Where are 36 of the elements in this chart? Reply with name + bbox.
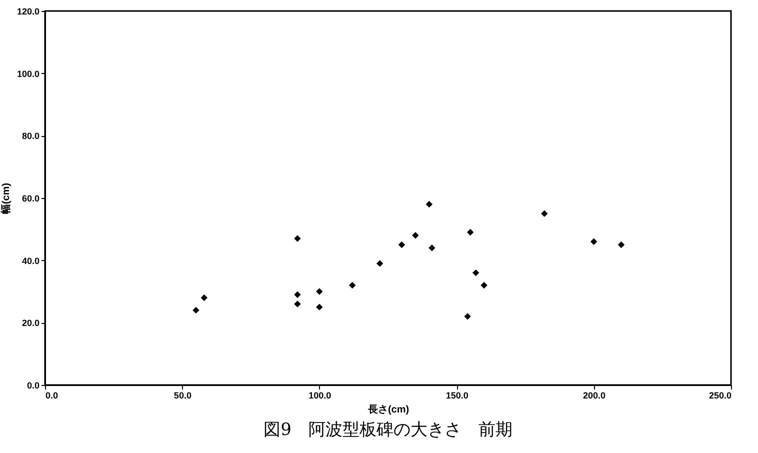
y-tick-label: 80.0	[22, 131, 40, 142]
x-axis-title: 長さ(cm)	[366, 404, 410, 416]
x-tick-label: 150.0	[446, 390, 468, 400]
y-tick-label: 0.0	[26, 380, 40, 390]
point	[398, 241, 406, 248]
point	[480, 282, 488, 289]
x-tick-label: 100.0	[308, 390, 332, 400]
x-tick-label: 200.0	[583, 390, 606, 400]
y-tick-label: 120.0	[16, 6, 40, 16]
y-tick-label: 60.0	[22, 194, 40, 204]
point	[541, 210, 548, 217]
point	[618, 241, 625, 248]
x-tick-label: 50.0	[174, 390, 192, 400]
point	[590, 238, 598, 245]
x-tick-label: 0.0	[46, 390, 58, 400]
point	[316, 304, 323, 310]
y-tick-label: 40.0	[22, 256, 40, 266]
point	[192, 306, 200, 314]
point	[316, 288, 323, 295]
x-tick-label: 250.0	[708, 390, 732, 400]
y-axis-title: 幅(cm)	[0, 182, 12, 214]
y-tick-label: 20.0	[22, 318, 40, 328]
point	[348, 282, 356, 289]
point	[466, 228, 474, 236]
point	[426, 200, 433, 208]
text: 図9 阿波型板碑の大きさ 前期	[264, 420, 512, 440]
point	[200, 294, 208, 302]
point	[294, 235, 301, 242]
point	[294, 300, 301, 308]
y-tick-label: 100.0	[16, 68, 40, 79]
point	[294, 291, 301, 298]
point	[464, 313, 471, 320]
point	[428, 244, 436, 252]
point	[376, 260, 384, 267]
point	[472, 269, 480, 276]
point	[412, 232, 419, 239]
